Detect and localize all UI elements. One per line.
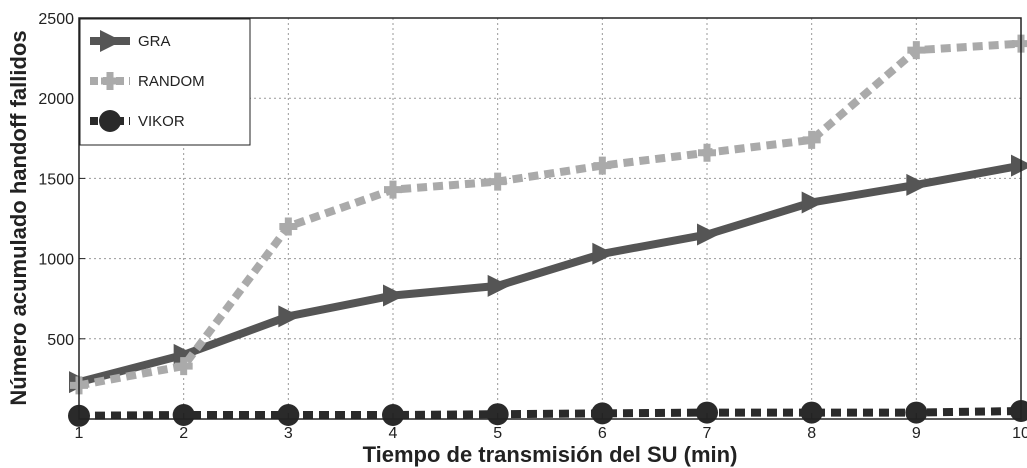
- y-tick-label: 1000: [38, 252, 74, 269]
- data-point-random: [174, 357, 193, 376]
- x-tick-label: 3: [284, 425, 293, 442]
- y-axis-title: Número acumulado handoff fallidos: [6, 30, 31, 405]
- data-point-random: [907, 41, 926, 60]
- x-tick-label: 8: [807, 425, 816, 442]
- data-point-gra: [487, 274, 510, 297]
- legend-marker-vikor: [99, 110, 121, 132]
- data-point-gra: [278, 305, 301, 328]
- x-tick-label: 7: [703, 425, 712, 442]
- x-axis-title: Tiempo de transmisión del SU (min): [363, 442, 738, 467]
- x-tick-label: 9: [912, 425, 921, 442]
- data-point-gra: [173, 343, 196, 366]
- y-tick-label: 500: [47, 332, 74, 349]
- legend-label-gra: GRA: [138, 33, 171, 50]
- x-tick-label: 10: [1012, 425, 1027, 442]
- plot-border: [78, 17, 1022, 420]
- data-point-gra: [1011, 154, 1027, 177]
- data-point-random: [593, 156, 612, 175]
- data-point-gra: [697, 223, 719, 246]
- data-point-vikor: [696, 401, 718, 424]
- legend: GRA RANDOM VIKOR: [79, 18, 251, 146]
- series-line-gra: [77, 161, 1022, 386]
- x-tick-label: 5: [493, 425, 502, 442]
- data-point-random: [1012, 34, 1027, 53]
- legend-label-vikor: VIKOR: [138, 113, 185, 130]
- data-point-gra: [383, 284, 405, 307]
- data-point-gra: [801, 191, 824, 214]
- legend-label-random: RANDOM: [138, 73, 205, 90]
- data-point-gra: [592, 242, 615, 265]
- data-point-random: [279, 217, 298, 236]
- data-point-vikor: [800, 401, 823, 424]
- series-line-random: [78, 39, 1022, 390]
- data-point-random: [698, 143, 716, 162]
- x-tick-label: 4: [389, 425, 398, 442]
- legend-marker-random: [101, 72, 119, 90]
- x-tick-label: 6: [598, 425, 607, 442]
- data-point-vikor: [905, 401, 928, 424]
- y-tick-label: 1500: [38, 171, 74, 188]
- ticks: 1 2 3 4 5 6 7 8 9 10 500 1000 1500 2000 2500: [38, 11, 1027, 442]
- data-point-random: [802, 130, 821, 149]
- legend-marker-gra: [100, 30, 122, 52]
- data-point-gra: [906, 173, 929, 196]
- y-tick-label: 2500: [38, 11, 74, 28]
- data-point-random: [384, 180, 402, 199]
- series-line-vikor: [78, 406, 1022, 420]
- data-point-vikor: [1010, 399, 1027, 422]
- x-tick-label: 1: [75, 425, 84, 442]
- y-tick-label: 2000: [38, 91, 74, 108]
- data-point-random: [488, 172, 507, 191]
- x-tick-label: 2: [179, 425, 188, 442]
